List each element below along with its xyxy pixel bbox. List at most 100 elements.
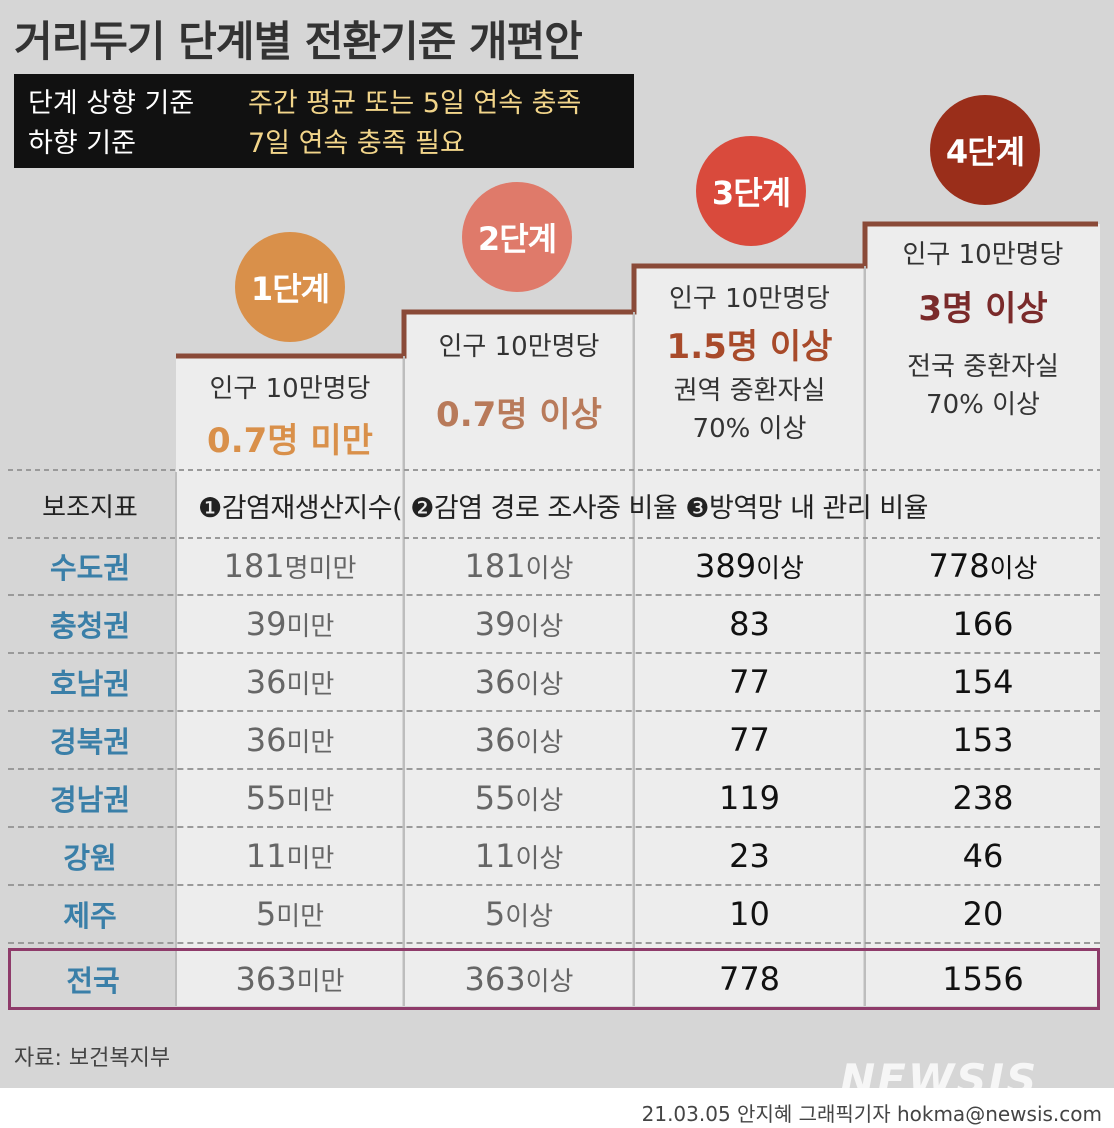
region-name: 경남권 [49,783,131,817]
page-title: 거리두기 단계별 전환기준 개편안 [14,17,583,66]
stage4-badge: 4단계 [930,95,1040,205]
cell-value: 77 [729,721,770,759]
table-row: 강원 11미만 11이상 23 46 [8,828,1100,886]
table-row: 경북권 36미만 36이상 77 153 [8,712,1100,770]
table-cell-stage2: 181이상 [405,547,633,585]
stage3-pop: 인구 10만명당 [669,284,830,314]
cell-unit: 이상 [515,728,564,758]
cell-value: 10 [729,895,770,933]
stage4-threshold: 3명 이상 [918,289,1048,329]
cell-value: 363 [464,960,526,998]
region-name: 호남권 [49,667,131,701]
table-cell-stage3: 389이상 [635,547,864,585]
region-name: 경북권 [49,725,131,759]
cell-value: 778 [718,960,781,998]
stage2-pop: 인구 10만명당 [438,332,600,362]
cell-value: 55 [245,779,287,817]
stage4-criteria: 인구 10만명당 3명 이상 전국 중환자실 70% 이상 [866,234,1100,424]
cell-unit: 이상 [525,554,574,584]
stage3-sub1: 권역 중환자실 [673,376,826,406]
stage3-threshold: 1.5명 이상 [666,327,833,367]
table-row: 제주 5미만 5이상 10 20 [8,886,1100,944]
table-row: 충청권 39미만 39이상 83 166 [8,596,1100,654]
stage1-threshold: 0.7명 미만 [207,421,373,461]
table-row-national: 전국 363미만 363이상 778 1556 [8,948,1100,1010]
cell-unit: 이상 [505,902,554,932]
table-cell-stage3: 10 [635,895,864,933]
table-cell-stage1: 36미만 [176,663,404,701]
cell-unit: 이상 [515,844,564,874]
cell-value: 77 [729,663,770,701]
table-cell-stage1: 5미만 [176,895,404,933]
up-criteria-value: 주간 평균 또는 5일 연속 충족 [248,87,582,119]
cell-value: 55 [474,779,516,817]
cell-value: 778 [928,547,990,585]
stage4-pop: 인구 10만명당 [902,240,1064,270]
cell-value: 181 [464,547,526,585]
cell-value: 363 [235,960,297,998]
cell-value: 154 [952,663,1014,701]
region-name: 수도권 [49,551,131,585]
table-cell-stage1: 55미만 [176,779,404,817]
cell-unit: 이상 [515,612,564,642]
column-bg-stage4 [866,224,1100,1006]
source-note: 자료: 보건복지부 [14,1046,171,1071]
column-bg-stage2 [405,312,632,1006]
newsis-logo: NEWSIS [840,1055,1039,1104]
table-cell-stage1: 39미만 [176,605,404,643]
table-cell-stage4: 153 [866,721,1100,759]
table-cell-stage1: 181명미만 [176,547,404,585]
cell-unit: 명미만 [284,554,357,584]
table-row: 호남권 36미만 36이상 77 154 [8,654,1100,712]
region-name: 제주 [63,899,117,933]
down-criteria-value: 7일 연속 충족 필요 [248,127,465,159]
stage2-threshold: 0.7명 이상 [436,395,602,435]
cell-unit: 미만 [286,844,335,874]
footer-bar [0,1088,1114,1128]
cell-unit: 미만 [276,902,325,932]
cell-unit: 미만 [286,670,335,700]
stage1-criteria: 인구 10만명당 0.7명 미만 [176,368,404,462]
table-cell-stage4: 154 [866,663,1100,701]
table-row: 수도권 181명미만 181이상 389이상 778이상 [8,538,1100,596]
aux-indicator-row: 보조지표 ❶감염재생산지수( ❷감염 경로 조사중 비율 ❸방역망 내 관리 비… [8,472,1100,538]
table-cell-stage2: 5이상 [405,895,633,933]
table-cell-stage1: 36미만 [176,721,404,759]
region-name: 강원 [63,841,117,875]
stage1-badge: 1단계 [235,232,345,342]
table-cell-stage2: 39이상 [405,605,633,643]
table-cell-stage1: 363미만 [176,960,404,998]
table-cell-stage4: 238 [866,779,1100,817]
table-cell-stage2: 36이상 [405,663,633,701]
table-cell-stage3: 778 [635,960,864,998]
aux-text: ❶감염재생산지수( ❷감염 경로 조사중 비율 ❸방역망 내 관리 비율 [198,492,928,524]
table-cell-stage2: 363이상 [405,960,633,998]
cell-unit: 이상 [515,786,564,816]
stage2-criteria: 인구 10만명당 0.7명 이상 [405,326,633,436]
cell-value: 11 [245,837,287,875]
cell-value: 23 [729,837,770,875]
cell-value: 389 [695,547,757,585]
cell-value: 39 [245,605,287,643]
stage3-badge: 3단계 [696,136,806,246]
credit-line: 21.03.05 안지혜 그래픽기자 hokma@newsis.com [641,1102,1102,1126]
cell-value: 11 [474,837,516,875]
cell-unit: 이상 [525,967,574,997]
cell-unit: 미만 [286,728,335,758]
table-cell-stage3: 23 [635,837,864,875]
cell-value: 39 [474,605,516,643]
cell-unit: 미만 [286,612,335,642]
up-criteria-label: 단계 상향 기준 [28,87,195,119]
stage3-sub2: 70% 이상 [692,414,807,444]
table-cell-stage4: 1556 [866,960,1100,998]
cell-value: 36 [245,663,287,701]
table-cell-stage2: 55이상 [405,779,633,817]
region-name: 충청권 [49,609,131,643]
stage1-pop: 인구 10만명당 [209,374,371,404]
table-cell-stage2: 36이상 [405,721,633,759]
cell-unit: 이상 [756,554,804,584]
down-criteria-label: 하향 기준 [28,127,136,159]
cell-value: 36 [474,721,516,759]
table-row: 경남권 55미만 55이상 119 238 [8,770,1100,828]
